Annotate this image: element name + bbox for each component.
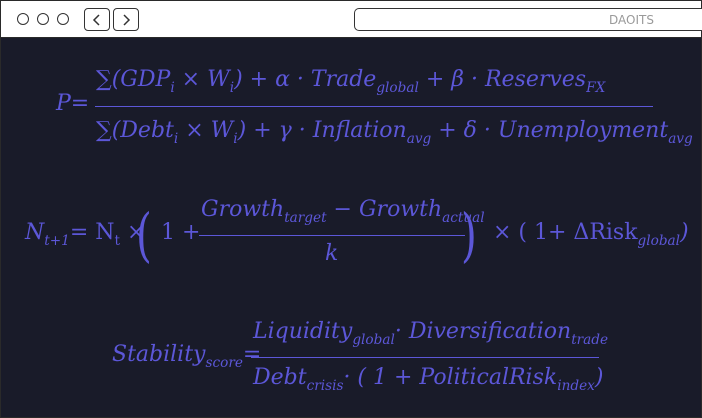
formula2-risk-factor: × ( 1+ ΔRiskglobal) bbox=[493, 220, 689, 250]
formula3-fraction-bar bbox=[251, 357, 599, 359]
formula3-lhs: Stabilityscore= bbox=[112, 342, 262, 372]
formula1-denominator: ∑(Debti × Wi) + γ · Inflationavg + δ · U… bbox=[96, 118, 693, 148]
address-text: DAOITS bbox=[609, 13, 654, 27]
formula1-lhs: P= bbox=[56, 91, 90, 116]
left-paren: ( bbox=[136, 201, 152, 269]
window-minimize-dot[interactable] bbox=[37, 13, 49, 25]
title-bar: DAOITS bbox=[1, 1, 702, 38]
right-paren: ) bbox=[461, 201, 477, 269]
formula3-numerator: Liquidityglobal· Diversificationtrade bbox=[253, 319, 609, 349]
formula2-numerator: Growthtarget − Growthactual bbox=[201, 197, 485, 227]
formula2-fraction-bar bbox=[199, 235, 465, 237]
address-bar[interactable]: DAOITS bbox=[354, 8, 702, 31]
chevron-right-icon bbox=[123, 13, 131, 26]
window-close-dot[interactable] bbox=[17, 13, 29, 25]
formula1-fraction-bar bbox=[95, 106, 653, 108]
chevron-left-icon bbox=[92, 13, 100, 26]
formula2-one-plus: 1 + bbox=[161, 220, 201, 245]
formula1-numerator: ∑(GDPi × Wi) + α · Tradeglobal + β · Res… bbox=[96, 67, 606, 97]
window-maximize-dot[interactable] bbox=[57, 13, 69, 25]
formula2-lhs: Nt+1= Nt × bbox=[25, 220, 146, 250]
forward-button[interactable] bbox=[113, 8, 139, 31]
back-button[interactable] bbox=[84, 8, 110, 31]
formula2-denominator: k bbox=[325, 241, 339, 266]
formula3-denominator: Debtcrisis· ( 1 + PoliticalRiskindex) bbox=[253, 365, 604, 395]
